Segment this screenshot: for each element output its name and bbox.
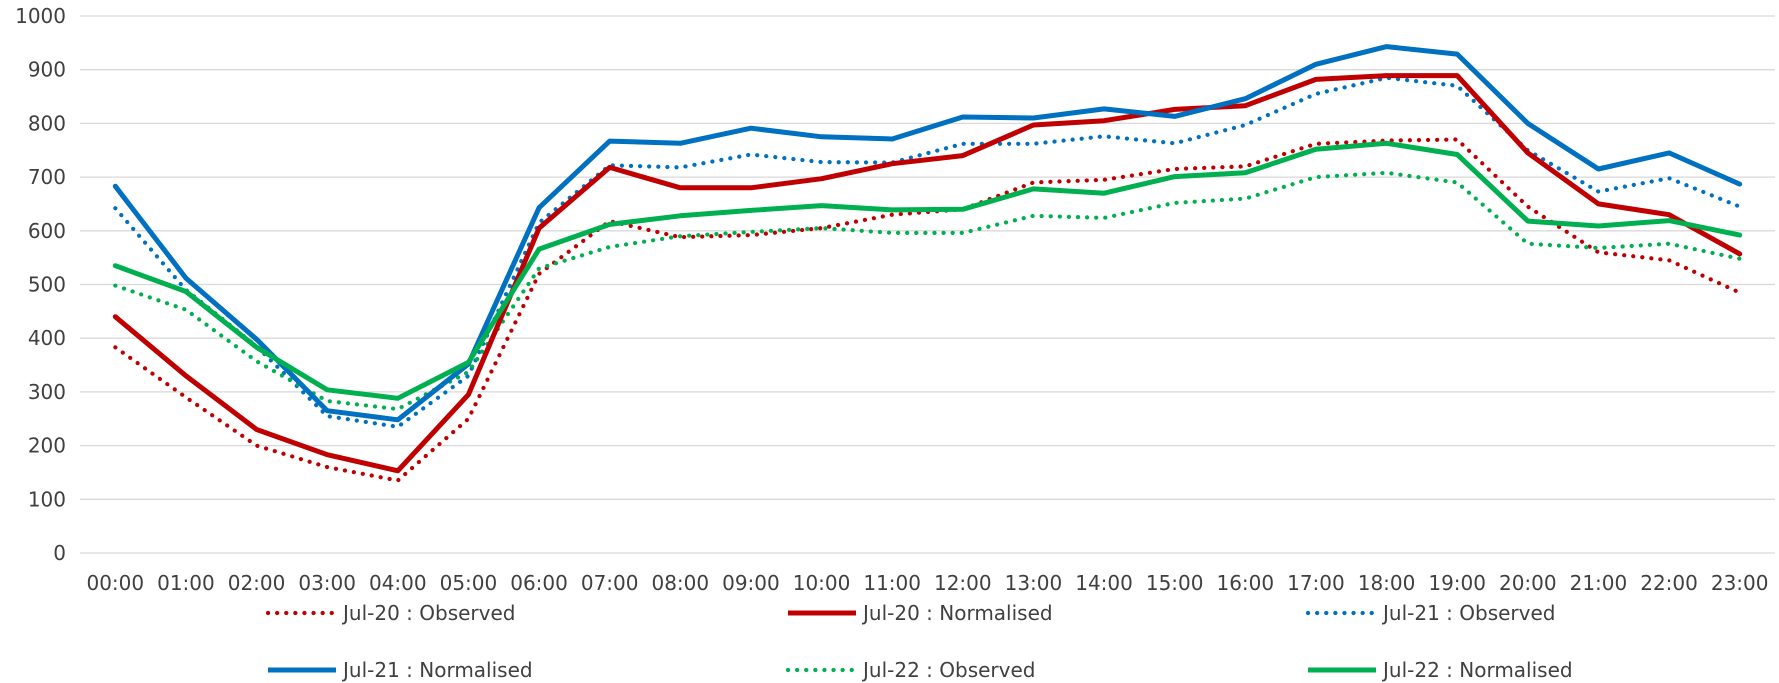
x-tick-label: 18:00 — [1358, 571, 1416, 595]
legend-item: Jul-22 : Normalised — [1308, 658, 1573, 682]
legend-item: Jul-21 : Observed — [1305, 601, 1555, 625]
legend-label: Jul-20 : Observed — [341, 601, 515, 625]
legend-label: Jul-20 : Normalised — [861, 601, 1053, 625]
y-tick-label: 200 — [28, 434, 66, 458]
y-tick-label: 800 — [28, 111, 66, 135]
series-line — [113, 170, 1742, 412]
x-tick-label: 03:00 — [298, 571, 356, 595]
x-axis-ticks: 00:00 01:00 02:00 03:00 04:00 05:00 06:00 07:00… — [86, 571, 1768, 595]
x-tick-label: 01:00 — [157, 571, 215, 595]
y-tick-label: 600 — [28, 219, 66, 243]
y-tick-label: 900 — [28, 58, 66, 82]
legend-item: Jul-21 : Normalised — [268, 658, 533, 682]
x-tick-label: 19:00 — [1428, 571, 1486, 595]
y-tick-label: 0 — [53, 541, 66, 565]
y-tick-label: 300 — [28, 380, 66, 404]
x-tick-label: 06:00 — [510, 571, 568, 595]
x-tick-label: 09:00 — [722, 571, 780, 595]
series-line — [113, 75, 1742, 429]
series-3 — [112, 44, 1743, 423]
x-tick-label: 23:00 — [1711, 571, 1769, 595]
series-2 — [113, 75, 1742, 429]
legend-label: Jul-21 : Observed — [1381, 601, 1555, 625]
y-tick-label: 700 — [28, 165, 66, 189]
y-tick-label: 500 — [28, 273, 66, 297]
legend-label: Jul-22 : Normalised — [1381, 658, 1573, 682]
x-tick-label: 22:00 — [1640, 571, 1698, 595]
x-tick-label: 15:00 — [1146, 571, 1204, 595]
y-tick-label: 100 — [28, 487, 66, 511]
series-line — [112, 140, 1743, 401]
series-5 — [112, 140, 1743, 401]
x-tick-label: 16:00 — [1216, 571, 1274, 595]
series-line — [112, 44, 1743, 423]
legend: Jul-20 : Observed Jul-20 : Normalised Jul-… — [265, 601, 1573, 682]
series-line — [112, 73, 1743, 474]
x-tick-label: 08:00 — [651, 571, 709, 595]
y-axis-ticks: 0 100 200 300 400 500 600 700 800 900 1000 — [15, 4, 66, 565]
legend-item: Jul-20 : Observed — [265, 601, 515, 625]
series-lines — [112, 44, 1743, 483]
series-1 — [112, 73, 1743, 474]
y-tick-label: 1000 — [15, 4, 66, 28]
x-tick-label: 04:00 — [369, 571, 427, 595]
x-tick-label: 02:00 — [228, 571, 286, 595]
x-tick-label: 20:00 — [1499, 571, 1557, 595]
series-4 — [113, 170, 1742, 412]
y-tick-label: 400 — [28, 326, 66, 350]
x-tick-label: 14:00 — [1075, 571, 1133, 595]
x-tick-label: 10:00 — [793, 571, 851, 595]
gridlines — [80, 15, 1775, 554]
x-tick-label: 11:00 — [863, 571, 921, 595]
x-tick-label: 00:00 — [86, 571, 144, 595]
legend-label: Jul-22 : Observed — [861, 658, 1035, 682]
legend-item: Jul-20 : Normalised — [788, 601, 1053, 625]
x-tick-label: 21:00 — [1570, 571, 1628, 595]
x-tick-label: 05:00 — [440, 571, 498, 595]
x-tick-label: 12:00 — [934, 571, 992, 595]
legend-item: Jul-22 : Observed — [785, 658, 1035, 682]
legend-label: Jul-21 : Normalised — [341, 658, 533, 682]
x-tick-label: 07:00 — [581, 571, 639, 595]
x-tick-label: 17:00 — [1287, 571, 1345, 595]
x-tick-label: 13:00 — [1005, 571, 1063, 595]
